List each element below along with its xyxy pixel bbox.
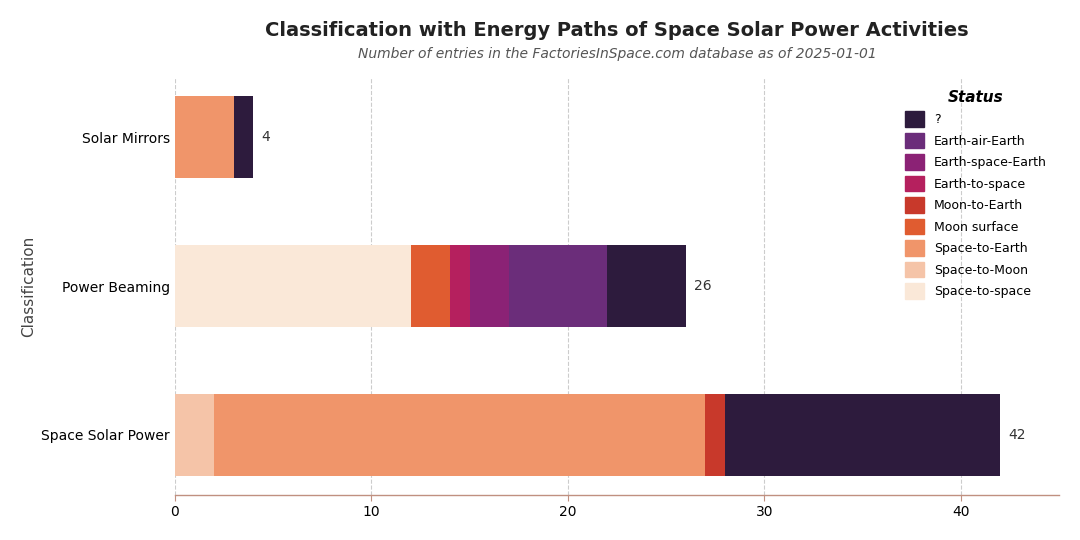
Legend: ?, Earth-air-Earth, Earth-space-Earth, Earth-to-space, Moon-to-Earth, Moon surfa: ?, Earth-air-Earth, Earth-space-Earth, E…	[899, 84, 1053, 305]
Text: 42: 42	[1008, 428, 1026, 442]
Bar	[410, 245, 450, 327]
Bar	[175, 97, 234, 178]
Bar	[509, 245, 607, 327]
Bar	[234, 97, 254, 178]
Bar	[705, 394, 725, 476]
Bar	[175, 245, 410, 327]
Title: Classification with Energy Paths of Space Solar Power Activities: Classification with Energy Paths of Spac…	[266, 21, 969, 40]
Text: 4: 4	[261, 130, 270, 144]
Bar	[450, 245, 470, 327]
Text: Number of entries in the FactoriesInSpace.com database as of 2025-01-01: Number of entries in the FactoriesInSpac…	[357, 47, 876, 61]
Bar	[725, 394, 1000, 476]
Bar	[607, 245, 686, 327]
Bar	[470, 245, 509, 327]
Bar	[214, 394, 705, 476]
Bar	[175, 394, 214, 476]
Y-axis label: Classification: Classification	[21, 235, 36, 337]
Text: 26: 26	[693, 279, 712, 293]
